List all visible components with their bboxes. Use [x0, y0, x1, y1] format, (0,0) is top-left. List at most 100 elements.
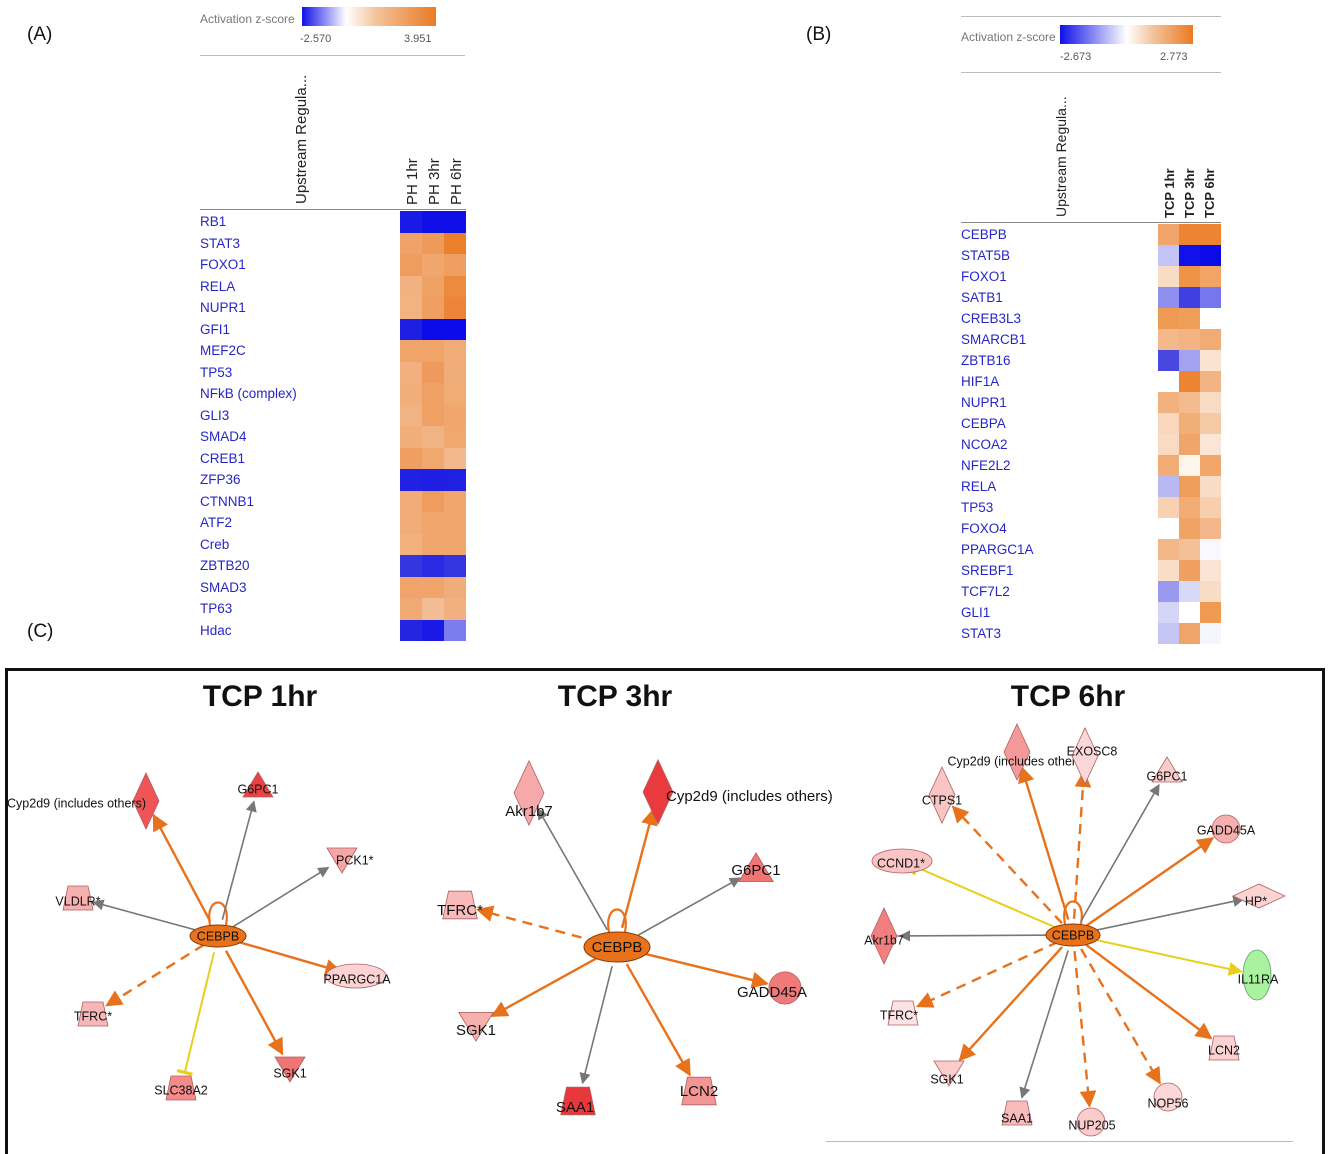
target-node-ellipse[interactable]	[325, 963, 387, 989]
regulator-label[interactable]: RB1	[200, 214, 227, 229]
heatmap-cell[interactable]	[1158, 623, 1179, 644]
regulator-label[interactable]: NFE2L2	[961, 458, 1011, 473]
heatmap-cell[interactable]	[1158, 413, 1179, 434]
regulator-label[interactable]: GLI1	[961, 605, 991, 620]
heatmap-cell[interactable]	[1179, 224, 1200, 245]
heatmap-cell[interactable]	[422, 555, 444, 577]
heatmap-cell[interactable]	[1179, 476, 1200, 497]
target-node-inv-triangle[interactable]	[326, 847, 358, 874]
target-node-trapezoid[interactable]	[1208, 1035, 1240, 1061]
regulator-label[interactable]: CREB1	[200, 450, 246, 466]
target-node-triangle[interactable]	[242, 771, 274, 798]
heatmap-cell[interactable]	[1200, 224, 1221, 245]
target-node-inv-triangle[interactable]	[274, 1056, 306, 1083]
heatmap-cell[interactable]	[1158, 602, 1179, 623]
heatmap-cell[interactable]	[400, 383, 422, 405]
regulator-label[interactable]: MEF2C	[200, 343, 246, 358]
regulator-label[interactable]: SREBF1	[961, 563, 1014, 578]
regulator-label[interactable]: ATF2	[200, 515, 233, 530]
heatmap-cell[interactable]	[422, 576, 444, 598]
heatmap-cell[interactable]	[1158, 518, 1179, 539]
target-node-circle[interactable]	[1153, 1082, 1183, 1112]
heatmap-cell[interactable]	[1158, 434, 1179, 455]
heatmap-cell[interactable]	[1179, 455, 1200, 476]
heatmap-cell[interactable]	[444, 576, 466, 598]
regulator-label[interactable]: NCOA2	[961, 437, 1008, 452]
heatmap-cell[interactable]	[444, 426, 466, 448]
heatmap-cell[interactable]	[400, 426, 422, 448]
heatmap-cell[interactable]	[1200, 434, 1221, 455]
heatmap-cell[interactable]	[444, 404, 466, 426]
heatmap-cell[interactable]	[1158, 497, 1179, 518]
regulator-label[interactable]: RELA	[961, 479, 997, 494]
heatmap-cell[interactable]	[400, 576, 422, 598]
heatmap-cell[interactable]	[1200, 476, 1221, 497]
heatmap-cell[interactable]	[1179, 308, 1200, 329]
heatmap-cell[interactable]	[1179, 623, 1200, 644]
heatmap-cell[interactable]	[422, 490, 444, 512]
heatmap-cell[interactable]	[422, 297, 444, 319]
regulator-label[interactable]: RELA	[200, 278, 236, 294]
heatmap-cell[interactable]	[1158, 329, 1179, 350]
target-node-trapezoid[interactable]	[77, 1001, 109, 1027]
regulator-label[interactable]: PPARGC1A	[961, 542, 1034, 557]
target-node-trapezoid[interactable]	[165, 1075, 197, 1101]
heatmap-cell[interactable]	[1200, 560, 1221, 581]
heatmap-cell[interactable]	[1158, 581, 1179, 602]
heatmap-cell[interactable]	[1200, 581, 1221, 602]
heatmap-cell[interactable]	[1179, 266, 1200, 287]
heatmap-cell[interactable]	[1179, 245, 1200, 266]
heatmap-cell[interactable]	[1158, 455, 1179, 476]
heatmap-cell[interactable]	[444, 447, 466, 469]
target-node-trapezoid[interactable]	[442, 890, 478, 920]
heatmap-cell[interactable]	[444, 383, 466, 405]
heatmap-cell[interactable]	[1200, 455, 1221, 476]
regulator-label[interactable]: STAT3	[961, 626, 1002, 641]
heatmap-cell[interactable]	[400, 297, 422, 319]
regulator-label[interactable]: SMAD3	[200, 579, 247, 595]
target-node-circle[interactable]	[1076, 1107, 1106, 1137]
heatmap-cell[interactable]	[422, 469, 444, 491]
heatmap-cell[interactable]	[1158, 539, 1179, 560]
heatmap-cell[interactable]	[400, 275, 422, 297]
regulator-label[interactable]: GFI1	[200, 321, 231, 337]
heatmap-cell[interactable]	[422, 318, 444, 340]
heatmap-cell[interactable]	[422, 211, 444, 233]
heatmap-cell[interactable]	[422, 404, 444, 426]
heatmap-cell[interactable]	[400, 555, 422, 577]
target-node-circle[interactable]	[768, 971, 802, 1005]
hub-node-cebpb[interactable]	[189, 924, 247, 948]
heatmap-cell[interactable]	[400, 232, 422, 254]
target-node-triangle[interactable]	[738, 852, 774, 883]
regulator-label[interactable]: CEBPB	[961, 227, 1007, 242]
heatmap-cell[interactable]	[422, 533, 444, 555]
regulator-label[interactable]: TP63	[200, 601, 233, 616]
regulator-label[interactable]: CTNNB1	[200, 493, 255, 509]
regulator-label[interactable]: FOXO1	[961, 269, 1007, 284]
heatmap-cell[interactable]	[1158, 560, 1179, 581]
heatmap-cell[interactable]	[1179, 413, 1200, 434]
heatmap-cell[interactable]	[422, 598, 444, 620]
regulator-label[interactable]: Hdac	[200, 622, 232, 638]
heatmap-cell[interactable]	[1179, 539, 1200, 560]
regulator-label[interactable]: ZBTB20	[200, 558, 250, 573]
regulator-label[interactable]: STAT5B	[961, 248, 1011, 263]
heatmap-cell[interactable]	[1200, 308, 1221, 329]
heatmap-cell[interactable]	[444, 340, 466, 362]
heatmap-cell[interactable]	[1200, 392, 1221, 413]
heatmap-cell[interactable]	[1179, 329, 1200, 350]
heatmap-cell[interactable]	[1158, 350, 1179, 371]
heatmap-cell[interactable]	[400, 619, 422, 641]
heatmap-cell[interactable]	[1200, 287, 1221, 308]
hub-node-cebpb[interactable]	[583, 931, 651, 963]
regulator-label[interactable]: CREB3L3	[961, 311, 1022, 326]
heatmap-cell[interactable]	[422, 232, 444, 254]
regulator-label[interactable]: TP53	[200, 364, 233, 380]
heatmap-cell[interactable]	[444, 490, 466, 512]
regulator-label[interactable]: FOXO1	[200, 257, 246, 272]
heatmap-cell[interactable]	[1158, 308, 1179, 329]
heatmap-cell[interactable]	[444, 275, 466, 297]
target-node-diamond[interactable]	[928, 766, 956, 824]
target-node-trapezoid[interactable]	[1001, 1100, 1033, 1126]
heatmap-cell[interactable]	[444, 469, 466, 491]
